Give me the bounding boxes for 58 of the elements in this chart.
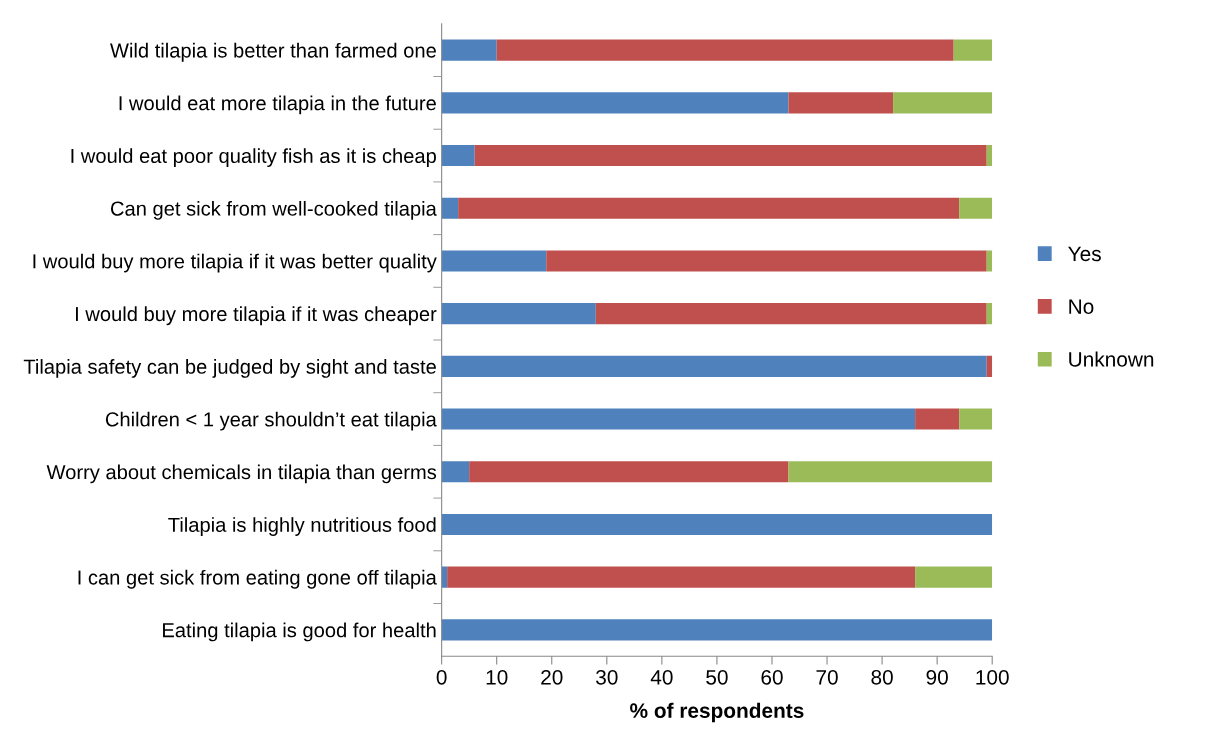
bar xyxy=(441,619,993,641)
y-tick-label: I would eat poor quality fish as it is cheap xyxy=(71,148,436,168)
bar xyxy=(441,566,448,588)
bar xyxy=(915,566,993,588)
x-tick-label: 90 xyxy=(926,669,948,685)
legend-label: Yes xyxy=(1068,246,1101,262)
bar xyxy=(986,355,993,377)
bar xyxy=(469,461,789,483)
y-tick-label: Wild tilapia is better than farmed one xyxy=(110,42,436,62)
x-tick-label: 0 xyxy=(436,669,447,685)
bar xyxy=(441,145,475,167)
y-tick-label: I can get sick from eating gone off tilapia xyxy=(78,569,437,589)
x-tick-label: 30 xyxy=(596,669,618,685)
bar xyxy=(441,303,596,325)
bar xyxy=(441,39,497,61)
y-tick-label: Can get sick from well-cooked tilapia xyxy=(111,200,437,220)
bar xyxy=(441,461,470,483)
bar xyxy=(986,303,993,325)
x-tick-label: 70 xyxy=(816,669,838,685)
bar xyxy=(959,197,993,219)
x-tick-label: 40 xyxy=(650,669,673,685)
y-tick-label: Children < 1 year shouldn’t eat tilapia xyxy=(105,411,437,431)
bar xyxy=(441,197,459,219)
bar xyxy=(474,145,987,167)
bar xyxy=(915,408,960,430)
bar xyxy=(986,250,993,272)
x-axis-title: % of respondents xyxy=(630,702,804,723)
bar xyxy=(441,408,916,430)
bar xyxy=(546,250,987,272)
bar xyxy=(441,513,993,535)
y-tick-label: I would buy more tilapia if it was better quality xyxy=(33,253,437,273)
bar xyxy=(986,145,993,167)
y-tick-label: Tilapia is highly nutritious food xyxy=(168,517,436,536)
bar xyxy=(788,461,993,483)
bar xyxy=(496,39,954,61)
bar xyxy=(458,197,960,219)
y-tick-label: Worry about chemicals in tilapia than germs xyxy=(46,464,437,484)
legend-label: Unknown xyxy=(1069,351,1154,367)
bar xyxy=(953,39,993,61)
x-tick-label: 50 xyxy=(706,669,728,685)
bar xyxy=(893,92,993,114)
x-tick-label: 20 xyxy=(541,669,563,685)
x-tick-label: 60 xyxy=(761,669,783,685)
bar xyxy=(447,566,916,588)
bar xyxy=(441,92,789,114)
x-tick-label: 80 xyxy=(871,669,893,685)
legend-label: No xyxy=(1069,299,1094,314)
bar xyxy=(788,92,894,114)
bar xyxy=(441,250,547,272)
y-tick-label: I would buy more tilapia if it was cheaper xyxy=(75,306,437,326)
x-tick-label: 100 xyxy=(976,669,1009,685)
x-tick-label: 10 xyxy=(486,669,508,685)
y-tick-label: I would eat more tilapia in the future xyxy=(119,95,436,115)
bar xyxy=(959,408,993,430)
y-tick-label: Tilapia safety can be judged by sight and taste xyxy=(23,359,436,378)
bar xyxy=(595,303,987,325)
bar xyxy=(441,355,987,377)
y-tick-label: Eating tilapia is good for health xyxy=(163,622,436,642)
